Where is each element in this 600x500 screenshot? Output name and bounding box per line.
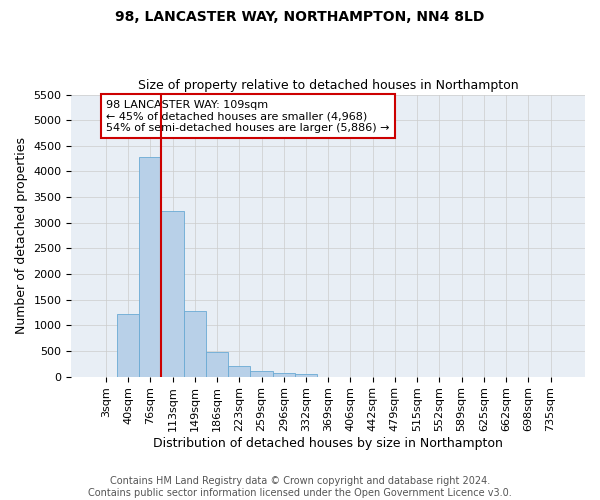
Bar <box>228 366 250 376</box>
X-axis label: Distribution of detached houses by size in Northampton: Distribution of detached houses by size … <box>153 437 503 450</box>
Y-axis label: Number of detached properties: Number of detached properties <box>15 137 28 334</box>
Bar <box>184 312 206 376</box>
Bar <box>161 211 184 376</box>
Title: Size of property relative to detached houses in Northampton: Size of property relative to detached ho… <box>138 79 518 92</box>
Bar <box>272 373 295 376</box>
Text: 98 LANCASTER WAY: 109sqm
← 45% of detached houses are smaller (4,968)
54% of sem: 98 LANCASTER WAY: 109sqm ← 45% of detach… <box>106 100 390 133</box>
Bar <box>206 352 228 376</box>
Text: Contains HM Land Registry data © Crown copyright and database right 2024.
Contai: Contains HM Land Registry data © Crown c… <box>88 476 512 498</box>
Bar <box>139 157 161 376</box>
Bar <box>117 314 139 376</box>
Text: 98, LANCASTER WAY, NORTHAMPTON, NN4 8LD: 98, LANCASTER WAY, NORTHAMPTON, NN4 8LD <box>115 10 485 24</box>
Bar <box>250 372 272 376</box>
Bar <box>295 374 317 376</box>
